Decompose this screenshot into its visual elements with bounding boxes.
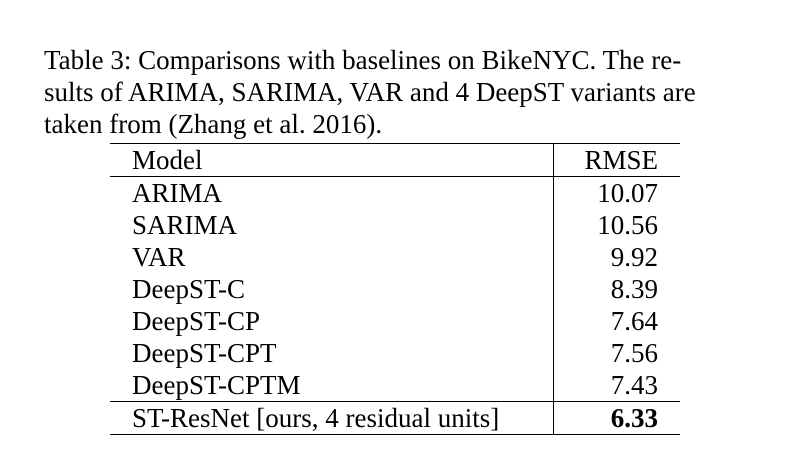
caption-line-1: Table 3: Comparisons with baselines on B… [44,45,682,75]
comparison-table-container: Model RMSE ARIMA 10.07 SARIMA 10.56 VAR … [110,143,680,435]
table-row: VAR 9.92 [110,241,680,273]
rmse-cell: 9.92 [610,242,658,272]
rmse-cell-best: 6.33 [610,403,658,433]
model-cell: ARIMA [110,176,554,209]
model-cell: VAR [110,241,554,273]
table-row: DeepST-CPTM 7.43 [110,369,680,402]
rmse-cell: 10.07 [597,178,658,208]
rmse-cell: 10.56 [597,210,658,240]
model-cell-ours: ST-ResNet [ours, 4 residual units] [110,401,554,435]
model-cell: DeepST-CPTM [110,369,554,402]
table-row-ours: ST-ResNet [ours, 4 residual units] 6.33 [110,401,680,435]
table-header-row: Model RMSE [110,143,680,177]
rmse-cell: 7.43 [610,370,658,400]
table-row: SARIMA 10.56 [110,209,680,241]
header-model: Model [110,143,554,177]
model-cell: DeepST-CP [110,305,554,337]
rmse-cell: 8.39 [610,274,658,304]
table-row: DeepST-CPT 7.56 [110,337,680,369]
table-row: DeepST-CP 7.64 [110,305,680,337]
caption-line-3: taken from (Zhang et al. 2016). [44,109,383,139]
table-row: ARIMA 10.07 [110,176,680,209]
model-cell: SARIMA [110,209,554,241]
table-row: DeepST-C 8.39 [110,273,680,305]
rmse-cell: 7.64 [610,306,658,336]
comparison-table: Model RMSE ARIMA 10.07 SARIMA 10.56 VAR … [110,143,680,435]
model-cell: DeepST-C [110,273,554,305]
table-caption: Table 3: Comparisons with baselines on B… [44,44,756,140]
rmse-cell: 7.56 [610,338,658,368]
caption-line-2: sults of ARIMA, SARIMA, VAR and 4 DeepST… [44,77,696,107]
model-cell: DeepST-CPT [110,337,554,369]
header-rmse: RMSE [584,145,658,175]
